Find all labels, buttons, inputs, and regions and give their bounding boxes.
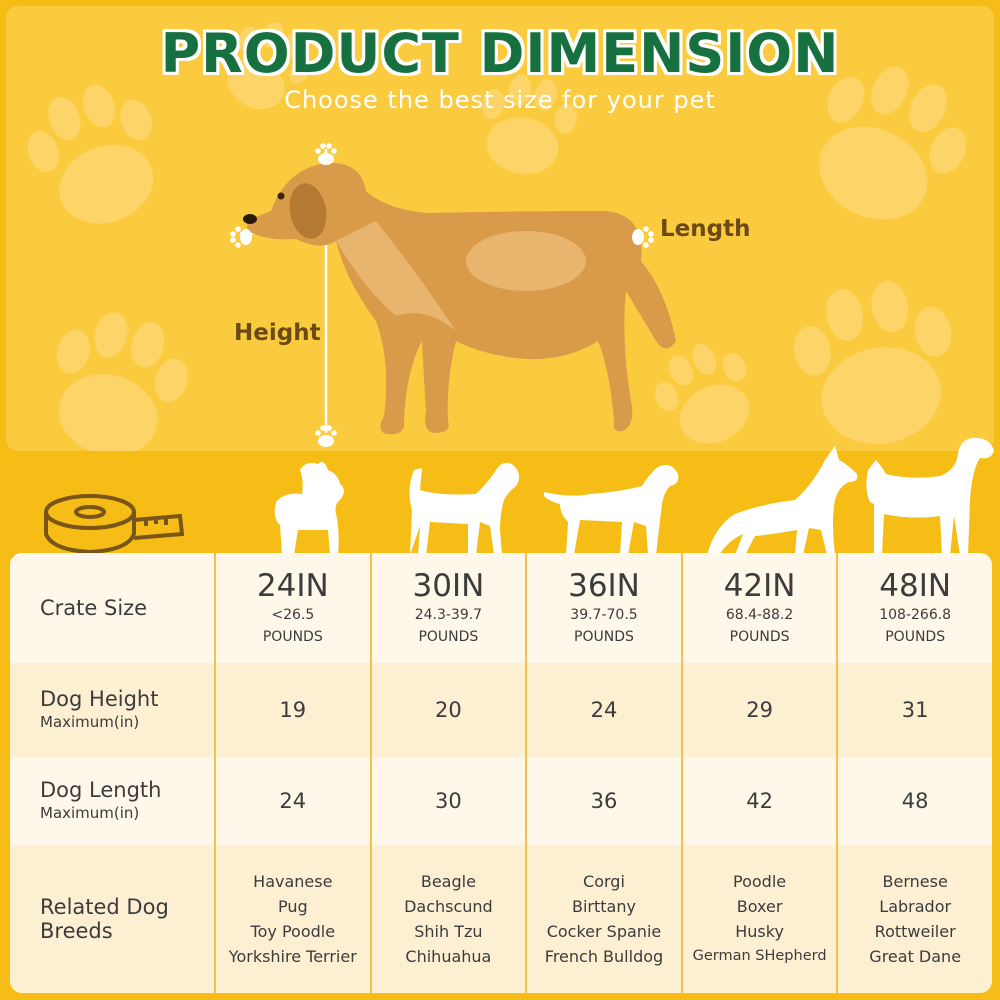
crate-size: 30IN — [412, 568, 485, 604]
pointer-silhouette — [544, 465, 679, 555]
row-header-label: Dog Height — [40, 687, 159, 711]
table-row-dog-length: Dog Length Maximum(in) 24 30 36 42 48 — [10, 757, 992, 845]
table-cell: Bernese Labrador Rottweiler Great Dane — [836, 845, 992, 993]
breed-name: Toy Poodle — [250, 922, 336, 941]
breed-name: French Bulldog — [544, 947, 664, 966]
weight-range: <26.5 — [271, 607, 315, 623]
table-cell: 30IN 24.3-39.7 POUNDS — [369, 553, 526, 663]
row-header-sublabel: Maximum(in) — [40, 804, 140, 822]
table-cell: 24IN <26.5 POUNDS — [214, 553, 370, 663]
height-value: 20 — [435, 698, 462, 722]
breed-name: Great Dane — [869, 947, 962, 966]
breed-name: Beagle — [420, 872, 476, 891]
breed-name: Rottweiler — [874, 922, 956, 941]
weight-range: 108-266.8 — [879, 607, 952, 623]
row-header-dog-height: Dog Height Maximum(in) — [10, 663, 214, 757]
table-cell: 42IN 68.4-88.2 POUNDS — [680, 553, 837, 663]
table-cell: 19 — [214, 663, 370, 757]
table-row-dog-height: Dog Height Maximum(in) 19 20 24 29 31 — [10, 663, 992, 757]
golden-retriever-illustration — [230, 143, 676, 447]
weight-unit: POUNDS — [418, 629, 479, 645]
breed-name: Husky — [735, 922, 784, 941]
length-value: 36 — [590, 789, 618, 813]
breed-name: Labrador — [879, 897, 952, 916]
weight-unit: POUNDS — [574, 629, 634, 645]
height-label: Height — [234, 320, 321, 346]
length-label: Length — [660, 216, 751, 242]
page-title: PRODUCT DIMENSION — [160, 22, 840, 85]
crate-size: 42IN — [723, 568, 796, 604]
table-cell: Poodle Boxer Husky German SHepherd — [680, 845, 837, 993]
breed-name: Bernese — [882, 872, 948, 891]
weight-range: 24.3-39.7 — [414, 607, 483, 623]
breed-name: Boxer — [736, 897, 783, 916]
great-dane-silhouette — [866, 437, 994, 555]
length-value: 48 — [901, 789, 929, 813]
breed-name: Cocker Spanie — [546, 922, 662, 941]
tape-measure-icon — [44, 494, 185, 555]
table-cell: Beagle Dachscund Shih Tzu Chihuahua — [369, 845, 526, 993]
breed-name: Pug — [277, 897, 308, 916]
row-header-label: Dog Length — [40, 778, 162, 802]
crate-size: 48IN — [879, 568, 952, 604]
table-cell: 48 — [836, 757, 992, 845]
table-cell: 42 — [680, 757, 837, 845]
length-value: 24 — [279, 789, 307, 813]
row-header-label: Related Dog — [40, 895, 169, 919]
table-cell: 30 — [369, 757, 526, 845]
breed-name: Birttany — [572, 897, 636, 916]
table-cell: 48IN 108-266.8 POUNDS — [836, 553, 992, 663]
breed-name: Corgi — [583, 872, 625, 891]
page-subtitle: Choose the best size for your pet — [284, 86, 716, 114]
table-row-crate-size: Crate Size 24IN <26.5 POUNDS 30IN 24.3-39.7… — [10, 553, 992, 663]
breed-name: Poodle — [733, 872, 787, 891]
length-value: 42 — [746, 789, 773, 813]
height-value: 24 — [590, 698, 618, 722]
breed-name: Shih Tzu — [414, 922, 483, 941]
length-value: 30 — [435, 789, 462, 813]
hero-panel — [6, 6, 994, 451]
weight-unit: POUNDS — [729, 629, 790, 645]
weight-unit: POUNDS — [885, 629, 946, 645]
row-header-label-line2: Breeds — [40, 919, 113, 943]
row-header-label: Crate Size — [40, 596, 148, 620]
breed-name: Yorkshire Terrier — [228, 947, 357, 966]
table-cell: 24 — [525, 663, 681, 757]
breed-name: German SHepherd — [692, 948, 827, 964]
table-row-breeds: Related Dog Breeds Havanese Pug Toy Pood… — [10, 845, 992, 993]
table-cell: 20 — [369, 663, 526, 757]
breed-name: Chihuahua — [405, 947, 492, 966]
height-value: 19 — [279, 698, 307, 722]
breed-name: Dachscund — [404, 897, 493, 916]
table-cell: Corgi Birttany Cocker Spanie French Bull… — [525, 845, 681, 993]
weight-range: 39.7-70.5 — [570, 607, 638, 623]
size-table: Crate Size 24IN <26.5 POUNDS 30IN 24.3-39.7… — [10, 553, 992, 993]
shepherd-silhouette — [707, 446, 858, 555]
row-header-dog-length: Dog Length Maximum(in) — [10, 757, 214, 845]
paw-icon — [230, 143, 654, 447]
breed-name: Havanese — [253, 872, 333, 891]
table-cell: 36 — [525, 757, 681, 845]
table-cell: 29 — [680, 663, 837, 757]
height-value: 31 — [901, 698, 929, 722]
crate-size: 36IN — [568, 568, 640, 604]
table-cell: 31 — [836, 663, 992, 757]
row-header-breeds: Related Dog Breeds — [10, 845, 214, 993]
weight-range: 68.4-88.2 — [725, 607, 794, 623]
beagle-silhouette — [409, 462, 520, 555]
weight-unit: POUNDS — [262, 629, 323, 645]
row-header-sublabel: Maximum(in) — [40, 713, 140, 731]
paw-background — [27, 22, 967, 451]
table-cell: 36IN 39.7-70.5 POUNDS — [525, 553, 681, 663]
table-cell: 24 — [214, 757, 370, 845]
row-header-crate-size: Crate Size — [10, 553, 214, 663]
yorkie-silhouette — [274, 462, 344, 555]
crate-size: 24IN — [256, 568, 329, 604]
height-value: 29 — [746, 698, 773, 722]
table-cell: Havanese Pug Toy Poodle Yorkshire Terrie… — [214, 845, 370, 993]
